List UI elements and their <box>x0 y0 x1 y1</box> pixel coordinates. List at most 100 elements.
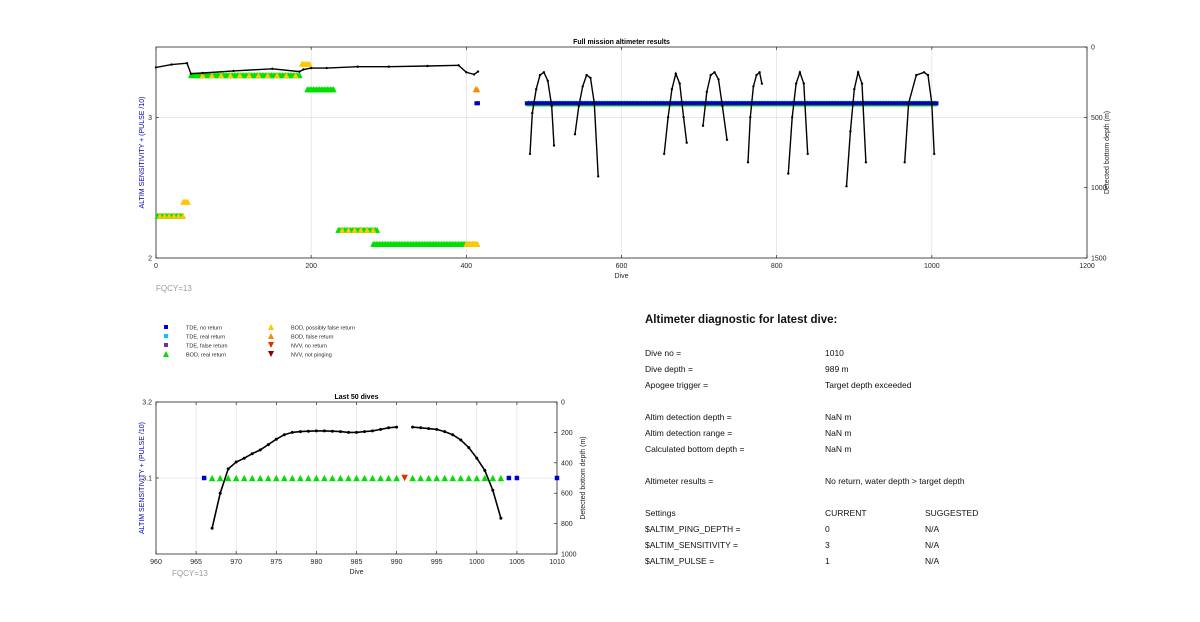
depth-point <box>806 152 809 156</box>
marker-tde-no-return <box>785 101 790 106</box>
marker-legend: TDE, no return TDE, real return TDE, false… <box>163 324 355 359</box>
depth-point <box>577 104 580 108</box>
depth-point <box>682 116 685 119</box>
y-right-tick-label: 1000 <box>561 552 577 559</box>
marker-tde-no-return <box>558 101 563 106</box>
marker-tde-no-return <box>835 101 840 106</box>
depth-point <box>550 104 553 108</box>
diag-value-bottom-depth: NaN m <box>825 444 852 454</box>
marker-tde-no-return <box>701 101 706 106</box>
marker-tde-no-return <box>568 101 573 106</box>
depth-point <box>443 430 447 434</box>
marker-tde-no-return <box>788 101 793 106</box>
depth-point <box>426 64 429 68</box>
marker-bod-real-return <box>257 474 264 482</box>
marker-tde-no-return <box>816 101 821 106</box>
marker-tde-no-return <box>779 101 784 106</box>
marker-tde-no-return <box>554 475 560 481</box>
diag-label-ping-depth: $ALTIM_PING_DEPTH = <box>645 524 741 534</box>
legend-label: BOD, possibly false return <box>291 326 355 332</box>
marker-tde-no-return <box>636 101 641 106</box>
depth-point <box>185 62 189 65</box>
marker-tde-no-return <box>881 101 886 106</box>
marker-tde-no-return <box>872 101 877 106</box>
depth-point <box>666 116 670 119</box>
marker-bod-real-return <box>449 474 456 482</box>
marker-tde-no-return <box>614 101 619 106</box>
marker-tde-no-return <box>804 101 809 106</box>
diag-label-pulse: $ALTIM_PULSE = <box>645 556 715 566</box>
marker-bod-real-return <box>224 474 232 482</box>
marker-bod-real-return <box>305 474 312 482</box>
depth-point <box>573 133 577 136</box>
depth-point <box>411 425 415 429</box>
y-right-tick-label: 500 <box>1091 115 1103 122</box>
marker-tde-no-return <box>797 101 802 106</box>
diag-label-dive-no: Dive no = <box>645 348 682 358</box>
depth-point <box>282 433 286 437</box>
marker-tde-no-return <box>583 101 588 106</box>
chart-title: Full mission altimeter results <box>573 39 670 46</box>
depth-point <box>258 448 262 452</box>
marker-bod-real-return <box>297 474 304 482</box>
x-tick-label: 1000 <box>469 559 485 566</box>
depth-point <box>531 111 534 115</box>
marker-bod-possibly-false <box>156 212 163 219</box>
marker-bod-real-return <box>345 474 352 482</box>
legend-marker-tde-false-return <box>164 343 168 347</box>
marker-bod-real-return <box>313 474 320 482</box>
diag-value-apogee-trigger: Target depth exceeded <box>825 380 912 390</box>
marker-tde-no-return <box>704 101 709 106</box>
legend-marker-nvv-no-return <box>268 342 274 348</box>
diag-label-sensitivity: $ALTIM_SENSITIVITY = <box>645 540 738 550</box>
depth-point <box>903 161 906 164</box>
depth-point <box>427 427 431 431</box>
depth-series-line <box>574 73 599 177</box>
depth-point <box>798 71 802 74</box>
marker-tde-no-return <box>717 101 722 106</box>
marker-tde-no-return <box>828 101 833 106</box>
depth-point <box>746 161 750 164</box>
marker-tde-no-return <box>832 101 837 106</box>
marker-bod-real-return <box>457 474 465 482</box>
legend-marker-bod-real-return <box>163 351 169 357</box>
y-left-tick-label: 3 <box>148 115 152 122</box>
depth-point <box>674 72 677 75</box>
marker-tde-no-return <box>909 101 914 106</box>
x-tick-label: 1000 <box>924 263 940 270</box>
fqcy-annotation: FQCY=13 <box>156 284 192 293</box>
diag-value-dive-depth: 989 m <box>825 364 849 374</box>
diag-value-pulse: 1 <box>825 556 830 566</box>
depth-point <box>339 430 342 434</box>
marker-tde-no-return <box>201 475 207 481</box>
full-mission-chart: 0 200 400 600 800 1000 1200 2 3 0 500 1000 1500 Full … <box>139 39 1111 293</box>
depth-point <box>170 63 173 66</box>
depth-point <box>347 430 350 434</box>
depth-point <box>330 429 334 433</box>
diag-value-detection-range: NaN m <box>825 428 852 438</box>
x-tick-label: 600 <box>616 263 628 270</box>
x-tick-label: 960 <box>150 559 162 566</box>
x-tick-label: 970 <box>230 559 242 566</box>
depth-point <box>930 102 933 105</box>
marker-bod-real-return <box>409 474 416 482</box>
depth-point <box>802 82 805 85</box>
depth-point <box>685 141 688 144</box>
marker-bod-possibly-false <box>246 72 253 79</box>
diag-header-suggested: SUGGESTED <box>925 508 979 518</box>
marker-bod-possibly-false <box>264 72 271 79</box>
marker-bod-real-return <box>265 474 272 482</box>
depth-point <box>298 430 302 434</box>
marker-bod-real-return <box>330 86 337 93</box>
marker-tde-no-return <box>819 101 824 106</box>
diag-value-detection-depth: NaN m <box>825 412 852 422</box>
marker-tde-no-return <box>540 101 545 106</box>
marker-tde-no-return <box>847 101 852 106</box>
marker-tde-no-return <box>596 101 601 106</box>
depth-point <box>585 73 588 77</box>
legend-marker-bod-possibly-false <box>268 324 274 330</box>
depth-point <box>218 491 222 495</box>
diag-label-settings: Settings <box>645 508 676 518</box>
marker-tde-no-return <box>844 101 849 106</box>
marker-tde-no-return <box>922 101 927 106</box>
